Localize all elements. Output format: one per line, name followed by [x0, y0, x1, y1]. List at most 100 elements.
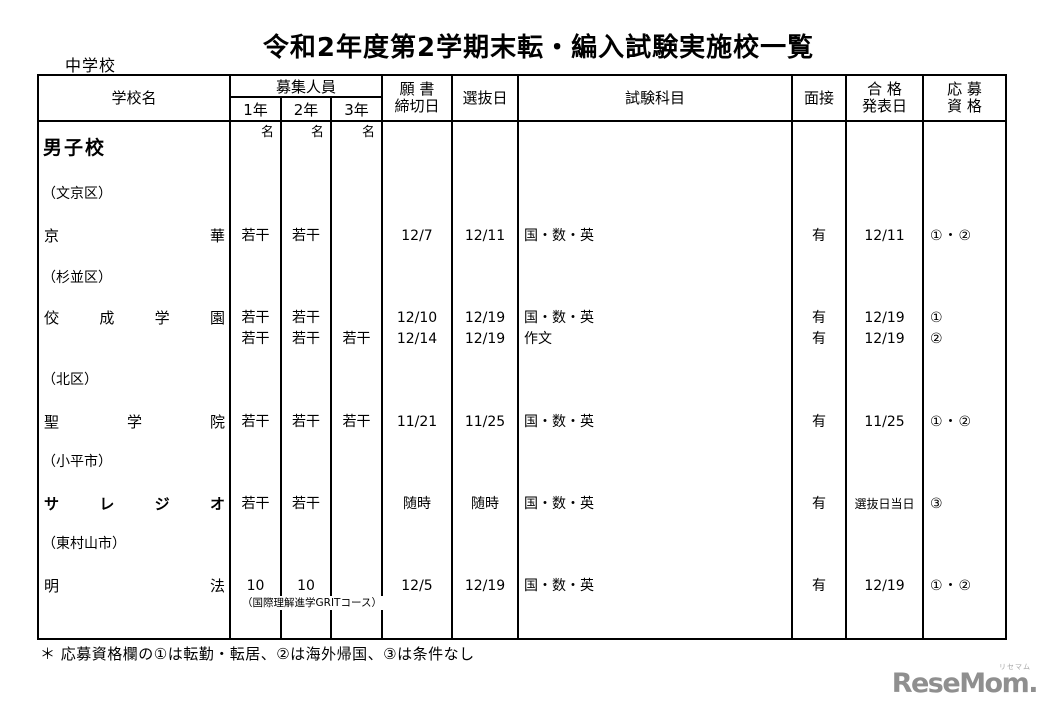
qualification-value: ①・②: [930, 228, 973, 244]
col-header-grade2: 2年: [282, 98, 332, 120]
qual-line2: 資 格: [947, 97, 982, 115]
selection-value: 随時: [471, 496, 499, 512]
deadline-value: 11/21: [396, 414, 438, 430]
grade2-value: 若干: [292, 496, 320, 512]
deadline-value: 随時: [403, 496, 431, 512]
announcement-value: 12/19: [864, 331, 905, 347]
school-name: 京華: [44, 227, 225, 245]
announcement-value: 選抜日当日: [854, 497, 915, 511]
column-subjects: 国・数・英 国・数・英 作文 国・数・英 国・数・英 国・数・英: [519, 122, 793, 638]
column-qualification: ①・② ① ② ①・② ③ ①・②: [924, 122, 1005, 638]
deadline-line1: 願 書: [399, 80, 435, 98]
interview-value: 有: [812, 228, 826, 244]
selection-value: 11/25: [464, 414, 506, 430]
column-grade2: 名 若干 若干 若干 若干 若干 10: [282, 122, 332, 638]
page-title: 令和2年度第2学期末転・編入試験実施校一覧: [262, 33, 815, 63]
announcement-value: 12/19: [864, 310, 905, 326]
footnote: ＊ 応募資格欄の①は転勤・転居、②は海外帰国、③は条件なし: [40, 645, 475, 663]
grade2-value: 10: [297, 578, 315, 594]
col-header-recruits-group: 募集人員 1年 2年 3年: [231, 76, 383, 120]
school-name: 明法: [44, 577, 225, 595]
grade1-value: 若干: [241, 310, 270, 326]
col-header-qualification: 応 募 資 格: [924, 76, 1005, 120]
unit-label: 名: [310, 125, 324, 140]
district-label: （東村山市）: [42, 536, 126, 552]
announce-line2: 発表日: [861, 97, 907, 115]
announcement-value: 12/11: [864, 228, 905, 244]
deadline-value: 12/10: [396, 310, 438, 326]
table-body: 男子校 （文京区） 京華 （杉並区） 佼成学園 （北区） 聖学院 （小平市） サ…: [39, 122, 1005, 638]
district-label: （文京区）: [42, 186, 112, 202]
qualification-value: ①・②: [930, 414, 973, 430]
col-header-subjects: 試験科目: [519, 76, 793, 120]
interview-value: 有: [812, 578, 826, 594]
resemom-logo-ruby: リセマム: [999, 663, 1031, 671]
deadline-value: 12/14: [396, 331, 438, 347]
grade1-value: 若干: [241, 228, 270, 244]
col-header-interview: 面接: [793, 76, 847, 120]
col-header-school-name: 学校名: [39, 76, 231, 120]
subjects-value: 国・数・英: [524, 578, 594, 594]
qualification-value: ③: [930, 496, 944, 512]
grade1-value: 若干: [241, 496, 270, 512]
table-header: 学校名 募集人員 1年 2年 3年 願 書 締切日 選抜日 試験科目 面接 合 …: [39, 76, 1005, 122]
selection-value: 12/11: [464, 228, 506, 244]
column-interview: 有 有 有 有 有 有: [793, 122, 847, 638]
qual-line1: 応 募: [947, 80, 982, 98]
grade1-value: 10: [246, 578, 265, 594]
qualification-value: ①: [930, 310, 944, 326]
subjects-value: 作文: [524, 331, 552, 347]
column-selection-date: 12/11 12/19 12/19 11/25 随時 12/19: [453, 122, 519, 638]
exam-schools-table: 学校名 募集人員 1年 2年 3年 願 書 締切日 選抜日 試験科目 面接 合 …: [37, 74, 1007, 640]
col-header-announcement: 合 格 発表日: [847, 76, 924, 120]
announce-line1: 合 格: [867, 80, 902, 98]
column-school-name: 男子校 （文京区） 京華 （杉並区） 佼成学園 （北区） 聖学院 （小平市） サ…: [39, 122, 231, 638]
col-header-selection: 選抜日: [453, 76, 519, 120]
school-level-label: 中学校: [65, 56, 117, 75]
grade1-value: 若干: [241, 331, 270, 347]
column-deadline: 12/7 12/10 12/14 11/21 随時 12/5: [383, 122, 453, 638]
column-grade3: 名 若干 若干: [332, 122, 383, 638]
subjects-value: 国・数・英: [524, 414, 594, 430]
grade3-value: 若干: [342, 331, 371, 347]
district-label: （杉並区）: [42, 270, 112, 286]
subjects-value: 国・数・英: [524, 496, 594, 512]
unit-label: 名: [361, 125, 375, 140]
deadline-line2: 締切日: [394, 97, 440, 115]
grade3-value: 若干: [342, 414, 371, 430]
col-header-grade1: 1年: [231, 98, 282, 120]
announcement-value: 12/19: [864, 578, 905, 594]
column-announcement: 12/11 12/19 12/19 11/25 選抜日当日 12/19: [847, 122, 924, 638]
col-header-deadline: 願 書 締切日: [383, 76, 453, 120]
deadline-value: 12/7: [401, 228, 433, 244]
deadline-value: 12/5: [401, 578, 433, 594]
school-name: サレジオ: [44, 495, 225, 513]
interview-value: 有: [812, 331, 826, 347]
grade2-value: 若干: [292, 331, 320, 347]
interview-value: 有: [812, 414, 826, 430]
grade2-value: 若干: [292, 310, 320, 326]
recruits-subheaders: 1年 2年 3年: [231, 98, 381, 120]
resemom-logo: リセマム ReseMom.: [892, 663, 1039, 704]
subjects-value: 国・数・英: [524, 310, 594, 326]
interview-value: 有: [812, 496, 826, 512]
school-name: 佼成学園: [44, 309, 225, 327]
recruits-group-label: 募集人員: [231, 76, 381, 98]
selection-value: 12/19: [464, 310, 506, 326]
unit-label: 名: [260, 125, 274, 140]
interview-value: 有: [812, 310, 826, 326]
grade2-value: 若干: [292, 228, 320, 244]
subjects-value: 国・数・英: [524, 228, 594, 244]
col-header-grade3: 3年: [344, 100, 369, 119]
district-label: （北区）: [42, 372, 98, 388]
grade1-value: 若干: [241, 414, 270, 430]
district-label: （小平市）: [42, 454, 112, 470]
qualification-value: ①・②: [930, 578, 973, 594]
column-grade1: 名 若干 若干 若干 若干 若干 10 （国際理解進学GRITコース）: [231, 122, 391, 638]
selection-value: 12/19: [464, 578, 506, 594]
announcement-value: 11/25: [864, 414, 905, 430]
section-heading-boys-schools: 男子校: [43, 137, 107, 159]
qualification-value: ②: [930, 331, 944, 347]
grade2-value: 若干: [292, 414, 320, 430]
